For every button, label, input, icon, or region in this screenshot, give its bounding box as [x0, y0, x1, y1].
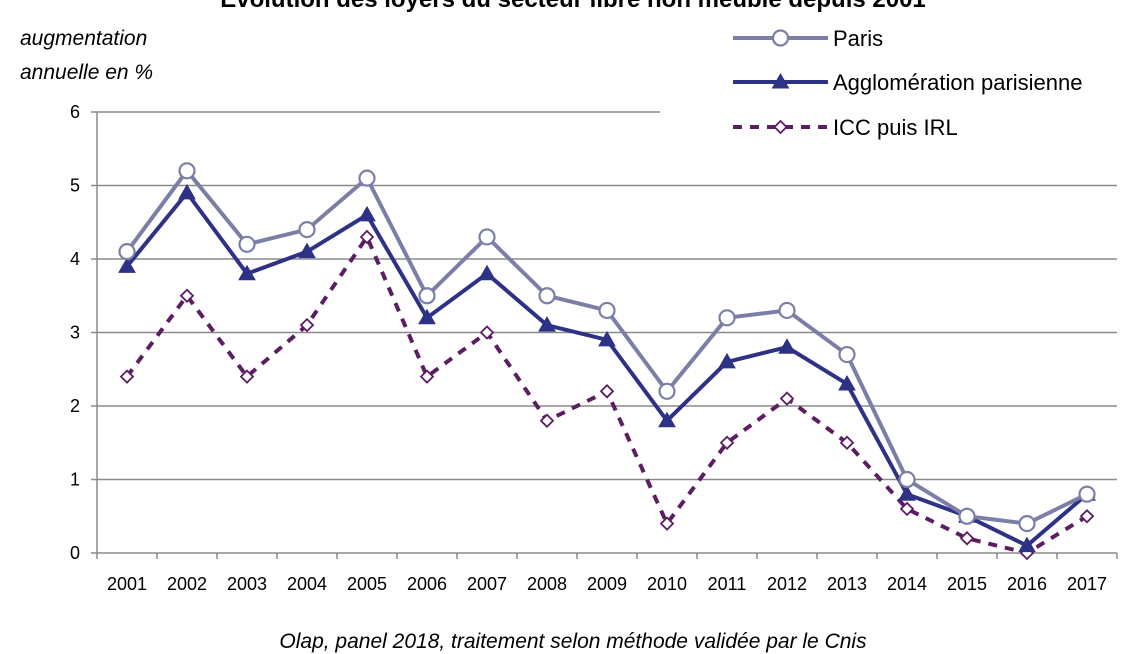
- data-point-triangle: [771, 72, 790, 89]
- x-tick-label: 2007: [467, 574, 507, 594]
- data-point-circle: [838, 345, 856, 364]
- data-point-circle: [418, 287, 436, 305]
- x-tick-label: 2003: [227, 574, 267, 594]
- y-tick-label: 0: [70, 543, 80, 563]
- x-tick-label: 2002: [167, 574, 207, 594]
- y-axis-label-line-2: annuelle en %: [20, 61, 154, 84]
- data-point-circle: [1018, 514, 1036, 533]
- x-tick-label: 2017: [1067, 574, 1107, 594]
- data-point-circle: [358, 169, 376, 187]
- x-tick-label: 2015: [947, 574, 987, 594]
- x-tick-label: 2004: [287, 574, 327, 594]
- data-point-diamond: [779, 391, 795, 406]
- data-point-diamond: [839, 435, 855, 451]
- y-tick-label: 6: [70, 102, 80, 122]
- source-note: Olap, panel 2018, traitement selon métho…: [279, 630, 867, 653]
- y-tick-label: 3: [70, 323, 80, 343]
- data-point-diamond: [1079, 508, 1095, 524]
- legend: Paris Agglomération parisienne ICC puis IR…: [733, 26, 1083, 140]
- data-point-triangle: [658, 411, 676, 428]
- data-point-triangle: [1018, 536, 1036, 553]
- y-tick-label: 4: [70, 249, 80, 269]
- data-point-triangle: [298, 242, 316, 259]
- y-tick-label: 5: [70, 176, 80, 196]
- data-point-circle: [771, 29, 790, 47]
- series-line: [125, 189, 1089, 549]
- data-point-diamond: [899, 501, 915, 517]
- data-point-circle: [718, 309, 736, 327]
- x-tick-label: 2010: [647, 574, 687, 594]
- series-icc-puis-irl: [119, 229, 1095, 561]
- data-point-diamond: [659, 516, 675, 531]
- legend-label: Agglomération parisienne: [833, 70, 1083, 95]
- x-tick-label: 2012: [767, 574, 807, 594]
- data-point-diamond: [773, 119, 788, 135]
- y-axis-label-line-1: augmentation: [20, 27, 148, 50]
- x-tick-label: 2016: [1007, 574, 1047, 594]
- data-point-circle: [238, 235, 256, 253]
- y-tick-label: 1: [70, 470, 80, 490]
- data-point-circle: [658, 382, 676, 400]
- x-tick-label: 2005: [347, 574, 387, 594]
- data-point-triangle: [358, 205, 376, 222]
- data-point-circle: [958, 507, 976, 525]
- data-point-triangle: [778, 338, 796, 354]
- series-paris: [118, 162, 1096, 533]
- data-point-circle: [598, 301, 616, 320]
- x-tick-label: 2011: [708, 574, 747, 594]
- x-tick-label: 2014: [887, 574, 927, 594]
- y-tick-label: 2: [70, 396, 80, 416]
- x-tick-label: 2013: [827, 574, 867, 594]
- x-tick-label: 2008: [527, 574, 567, 594]
- series-group: [118, 162, 1096, 561]
- data-point-diamond: [359, 229, 375, 245]
- data-point-triangle: [178, 183, 196, 200]
- data-point-diamond: [239, 369, 255, 384]
- data-point-diamond: [539, 413, 555, 428]
- legend-label: ICC puis IRL: [833, 115, 958, 140]
- data-point-triangle: [898, 485, 916, 501]
- data-point-diamond: [179, 288, 195, 304]
- data-point-triangle: [238, 264, 256, 281]
- data-point-triangle: [718, 352, 736, 369]
- data-point-diamond: [419, 369, 435, 384]
- x-tick-label: 2006: [407, 574, 447, 594]
- data-point-diamond: [959, 531, 975, 546]
- y-axis-label: augmentation annuelle en %: [20, 22, 153, 90]
- gridlines: [97, 111, 1117, 481]
- data-point-circle: [778, 301, 796, 320]
- chart-title: Évolution des loyers du secteur libre no…: [0, 0, 1146, 14]
- data-point-triangle: [478, 264, 496, 281]
- data-point-triangle: [538, 316, 556, 332]
- legend-label: Paris: [833, 26, 883, 51]
- data-point-circle: [118, 243, 136, 261]
- data-point-diamond: [479, 325, 495, 340]
- series-line: [125, 167, 1088, 526]
- data-point-triangle: [418, 308, 436, 325]
- data-point-diamond: [599, 384, 615, 399]
- x-tick-label: 2009: [587, 574, 627, 594]
- data-point-triangle: [598, 330, 616, 347]
- data-point-diamond: [719, 435, 735, 451]
- data-point-circle: [538, 287, 556, 305]
- data-point-circle: [178, 162, 196, 180]
- data-point-diamond: [119, 369, 135, 384]
- axes: 0 1 2 3 4 5 6 2001 2002 2003 2004 2005 2006 2007 2008 2…: [70, 102, 1118, 594]
- x-tick-label: 2001: [107, 574, 147, 594]
- data-point-circle: [478, 228, 496, 246]
- data-point-triangle: [838, 374, 856, 391]
- data-point-triangle: [118, 257, 136, 273]
- data-point-circle: [898, 470, 916, 489]
- data-point-diamond: [299, 317, 315, 333]
- data-point-circle: [298, 221, 316, 239]
- data-point-circle: [1078, 485, 1096, 503]
